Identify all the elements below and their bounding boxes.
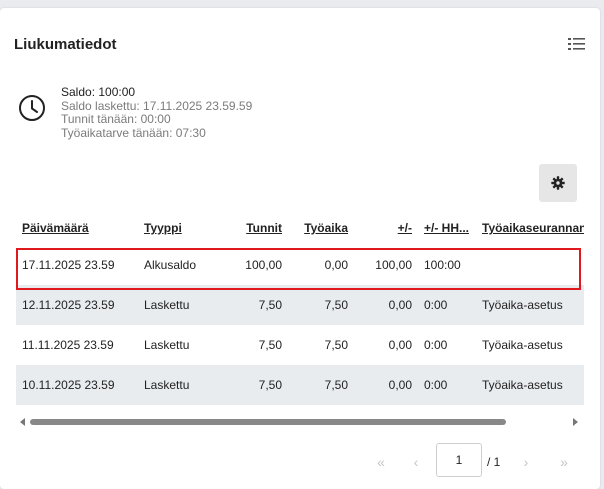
scroll-right-icon[interactable] xyxy=(573,418,578,426)
page-total: / 1 xyxy=(487,455,501,469)
table-row[interactable]: 17.11.2025 23.59 Alkusaldo 100,00 0,00 1… xyxy=(16,245,584,285)
table-row[interactable]: 12.11.2025 23.59 Laskettu 7,50 7,50 0,00… xyxy=(16,285,584,325)
cell-worktime: 7,50 xyxy=(288,365,354,405)
cell-date: 11.11.2025 23.59 xyxy=(22,338,114,352)
cell-type: Alkusaldo xyxy=(144,258,197,272)
cell-type: Laskettu xyxy=(144,338,190,352)
cell-worktime: 7,50 xyxy=(324,338,348,352)
cell-hours: 7,50 xyxy=(258,338,282,352)
cell-date: 17.11.2025 23.59 xyxy=(22,258,115,272)
cell-difference: 100,00 xyxy=(375,258,412,272)
column-header-hours[interactable]: Tunnit xyxy=(246,221,282,235)
saldo-calculated-text: Saldo laskettu: 17.11.2025 23.59.59 xyxy=(61,98,253,113)
cell-hours: 7,50 xyxy=(216,365,288,405)
cell-type: Laskettu xyxy=(138,285,216,325)
next-page-icon[interactable]: › xyxy=(523,454,529,470)
scrollbar-track[interactable] xyxy=(28,419,568,425)
liukuma-table-container: Päivämäärä Tyyppi Tunnit Työaika +/- +/-… xyxy=(16,211,584,413)
clock-icon xyxy=(19,95,45,121)
cell-difference-hhmm: 0:00 xyxy=(424,338,448,352)
cell-difference-hhmm: 0:00 xyxy=(418,285,476,325)
table-row[interactable]: 11.11.2025 23.59 Laskettu 7,50 7,50 0,00… xyxy=(16,325,584,365)
last-page-icon[interactable]: » xyxy=(560,454,568,470)
cell-tracking: Työaika-asetus xyxy=(476,365,584,405)
table-row[interactable]: 10.11.2025 23.59 Laskettu 7,50 7,50 0,00… xyxy=(16,365,584,405)
cell-hours: 7,50 xyxy=(216,285,288,325)
saldo-text: Saldo: 100:00 xyxy=(61,85,136,99)
column-header-difference[interactable]: +/- xyxy=(397,221,412,235)
horizontal-scrollbar[interactable] xyxy=(20,417,582,427)
list-view-icon[interactable] xyxy=(568,36,586,52)
cell-tracking: Työaika-asetus xyxy=(476,285,584,325)
cell-difference: 0,00 xyxy=(354,365,418,405)
table-header-row: Päivämäärä Tyyppi Tunnit Työaika +/- +/-… xyxy=(16,211,584,245)
liukuma-table: Päivämäärä Tyyppi Tunnit Työaika +/- +/-… xyxy=(16,211,584,405)
scroll-left-icon[interactable] xyxy=(20,418,25,426)
scrollbar-thumb[interactable] xyxy=(30,419,506,425)
column-header-type[interactable]: Tyyppi xyxy=(144,221,182,235)
worktime-need-text: Työaikatarve tänään: 07:30 xyxy=(61,125,206,140)
page-number-input[interactable] xyxy=(436,443,482,477)
balance-summary: Saldo: 100:00 Saldo laskettu: 17.11.2025… xyxy=(61,85,253,140)
panel-title: Liukumatiedot xyxy=(14,36,117,53)
column-header-tracking[interactable]: Työaikaseurannan xyxy=(482,221,584,235)
cell-hours: 100,00 xyxy=(245,258,282,272)
column-header-difference-hhmm[interactable]: +/- HH... xyxy=(424,221,470,235)
cell-date: 10.11.2025 23.59 xyxy=(16,365,138,405)
cell-worktime: 7,50 xyxy=(288,285,354,325)
first-page-icon[interactable]: « xyxy=(377,454,385,470)
hours-today-text: Tunnit tänään: 00:00 xyxy=(61,112,171,126)
cell-date: 12.11.2025 23.59 xyxy=(16,285,138,325)
cell-tracking: Työaika-asetus xyxy=(482,338,563,352)
cell-tracking xyxy=(476,245,584,285)
cell-worktime: 0,00 xyxy=(324,258,348,272)
table-settings-button[interactable] xyxy=(539,164,577,202)
gear-icon xyxy=(551,176,565,190)
column-header-date[interactable]: Päivämäärä xyxy=(22,221,89,235)
cell-type: Laskettu xyxy=(138,365,216,405)
cell-difference: 0,00 xyxy=(388,338,412,352)
cell-difference-hhmm: 0:00 xyxy=(418,365,476,405)
cell-difference-hhmm: 100:00 xyxy=(424,258,461,272)
column-header-worktime[interactable]: Työaika xyxy=(304,221,348,235)
cell-difference: 0,00 xyxy=(354,285,418,325)
previous-page-icon[interactable]: ‹ xyxy=(413,454,419,470)
